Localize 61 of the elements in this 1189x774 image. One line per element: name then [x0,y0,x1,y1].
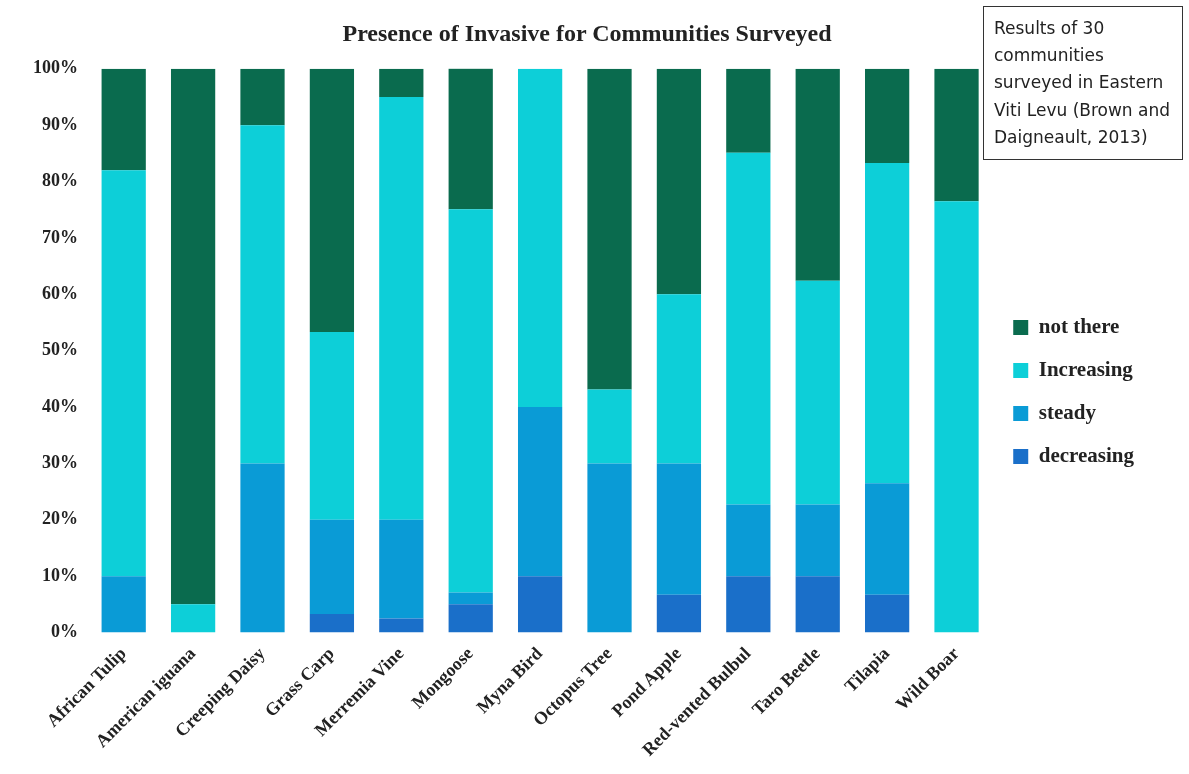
bar [795,68,840,281]
y-tick-label: 80% [42,170,78,191]
bar [309,68,355,333]
bar [656,463,702,595]
bar [934,68,979,202]
bar [865,68,910,163]
bar [170,604,216,633]
bar [101,576,146,633]
y-tick-label: 50% [42,339,78,360]
bar [517,576,563,633]
bar [448,209,493,593]
legend-label: steady [1038,399,1097,424]
y-tick-label: 0% [51,621,78,642]
bar [795,280,840,505]
y-tick-label: 20% [42,508,78,529]
bar [865,483,910,595]
text: Results of 30 communities surveyed in Eastern Viti Levu (Brown and Daigneault, 2013) [994,17,1172,149]
y-tick-label: 40% [42,395,78,416]
bar [587,389,632,464]
bar [379,96,424,520]
legend-label: decreasing [1038,442,1135,467]
bar [240,68,285,126]
bar [240,463,285,633]
bar [795,504,840,577]
bar [726,504,771,577]
bar [448,68,493,210]
y-tick-label: 90% [42,113,78,134]
bar [379,68,424,97]
bar [379,519,424,619]
bar [309,332,355,520]
bar [726,576,771,633]
bar [170,68,216,605]
y-tick-label: 60% [42,282,78,303]
y-tick-label: 30% [42,452,78,473]
bar [587,68,632,390]
y-tick-label: 10% [42,564,78,585]
bar [379,618,424,633]
y-tick-label: 100% [33,57,78,78]
bar [309,613,355,633]
bar [656,594,702,633]
bar [795,576,840,633]
chart-title: Presence of Invasive for Communities Surveyed [342,19,833,46]
bar [865,594,910,633]
bar [101,170,146,577]
y-tick-label: 70% [42,226,78,247]
bar [934,201,979,633]
bar [587,463,632,633]
bar [517,68,563,408]
bar [448,604,493,633]
legend-label: Increasing [1038,356,1134,381]
bar [448,592,493,605]
bar [726,68,771,153]
bar [656,68,702,295]
bar [240,125,285,464]
bar [656,294,702,464]
legend-label: not there [1038,313,1120,338]
bar [101,68,146,171]
bar [517,407,563,577]
bar [865,162,910,484]
bar [726,152,771,505]
bar [309,519,355,614]
